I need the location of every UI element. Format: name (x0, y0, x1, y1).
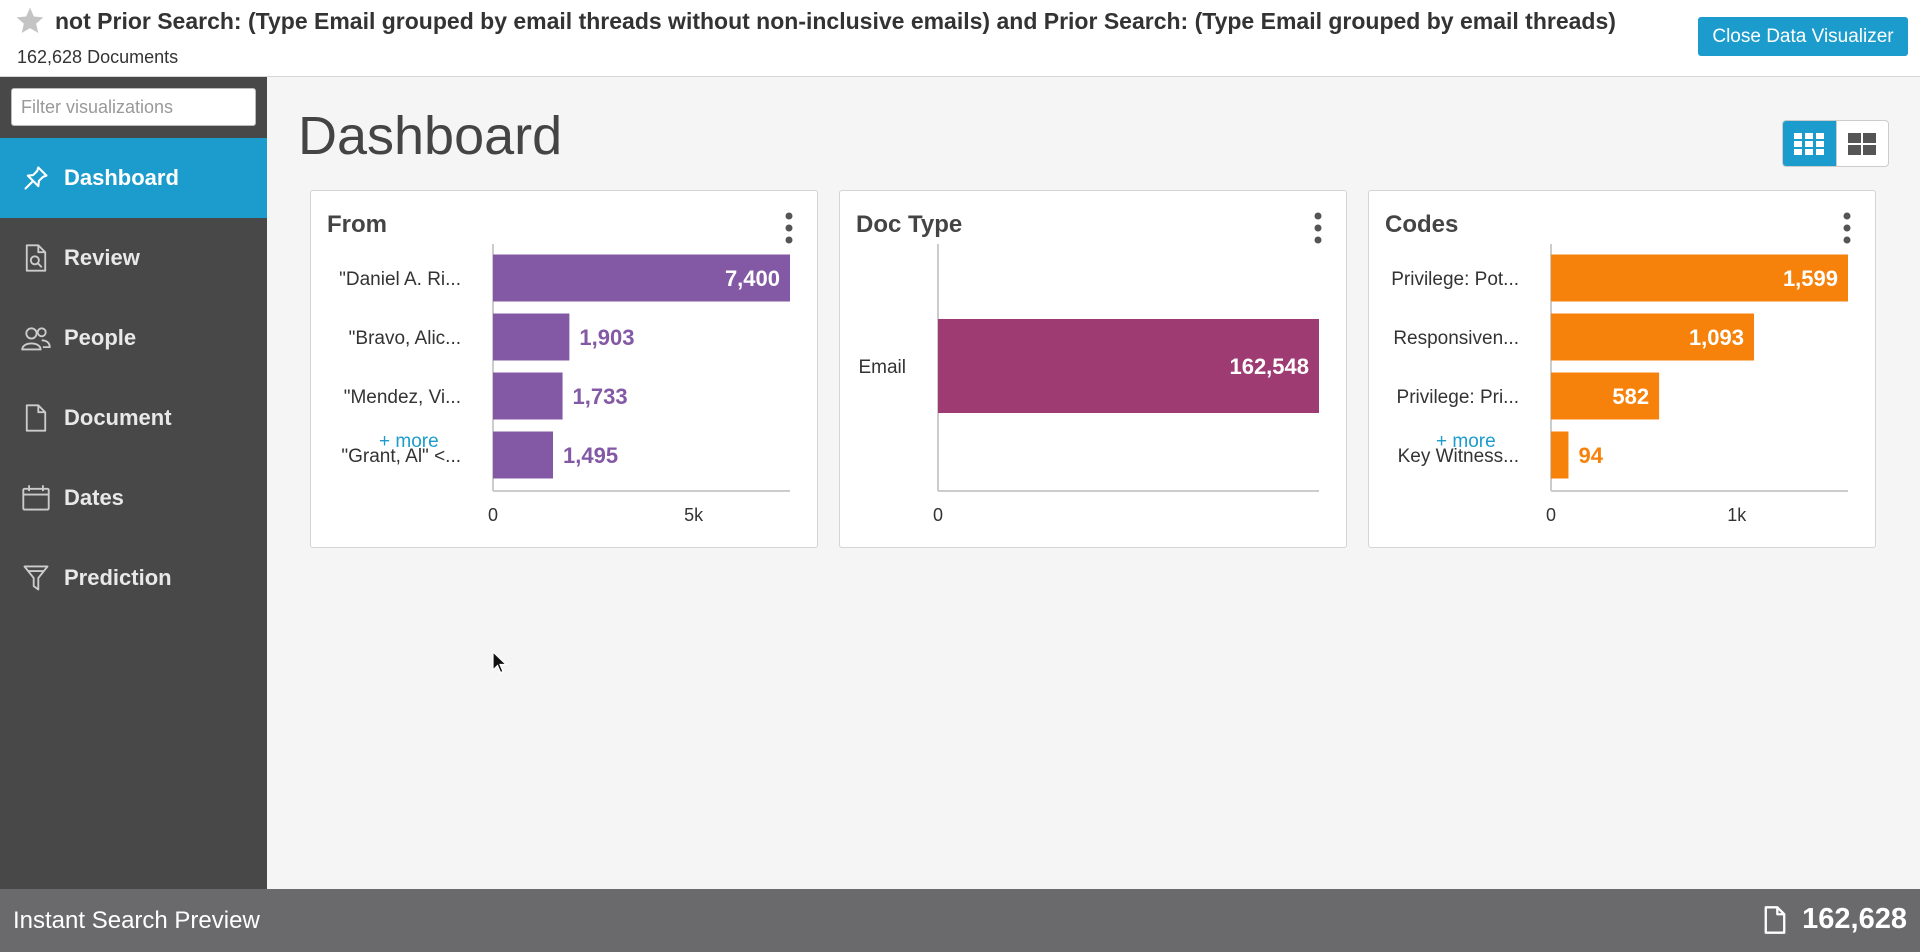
preview-count-value: 162,628 (1802, 903, 1907, 935)
category-label: Key Witness... (1398, 446, 1519, 467)
document-icon (20, 402, 52, 434)
sidebar-nav: Dashboard Review People (0, 138, 267, 618)
from-bar-chart: "Daniel A. Ri... 7,400 "Bravo, Alic... 1,90… (339, 244, 790, 525)
calendar-icon (20, 482, 52, 514)
kebab-menu-icon[interactable] (783, 211, 795, 245)
chart-bar (493, 372, 563, 420)
main-content: Dashboard From "Daniel (267, 77, 1920, 889)
document-icon (1764, 905, 1786, 934)
tick-label: 5k (684, 505, 704, 525)
tile-view-button[interactable] (1835, 121, 1889, 166)
codes-chart-card: Codes Privilege: Pot... 1,599 Responsiven.… (1368, 190, 1876, 548)
top-header: not Prior Search: (Type Email grouped by… (0, 0, 1920, 77)
category-label: "Mendez, Vi... (344, 387, 461, 408)
tile-view-icon (1848, 132, 1877, 155)
chart-bar (493, 313, 570, 361)
sidebar-item-label: Dates (64, 485, 124, 510)
sidebar-item-label: People (64, 325, 137, 350)
doc-type-chart-card: Doc Type Email 162,548 0 (839, 190, 1347, 548)
sidebar-item-document[interactable]: Document (0, 378, 267, 458)
data-label: 94 (1578, 443, 1603, 468)
chart-title: Codes (1385, 211, 1459, 238)
data-label: 7,400 (725, 266, 780, 291)
sidebar-item-label: Dashboard (64, 165, 179, 190)
codes-bar-chart: Privilege: Pot... 1,599 Responsiven... 1,09… (1391, 244, 1848, 525)
data-label: 1,903 (579, 325, 634, 350)
mouse-cursor-icon (492, 651, 508, 674)
people-icon (20, 322, 52, 354)
more-link[interactable]: + more (379, 431, 439, 452)
sidebar-item-label: Review (64, 245, 140, 270)
from-chart-card: From "Daniel A. Ri... 7,400 "Bravo, Alic..… (310, 190, 818, 548)
page-title: Dashboard (298, 106, 563, 166)
chart-bar (1551, 372, 1660, 420)
tick-label: 1k (1727, 505, 1747, 525)
doc-type-bar-chart: Email 162,548 0 (858, 244, 1319, 525)
category-label: Privilege: Pot... (1391, 269, 1519, 290)
filter-visualizations-input[interactable] (11, 88, 256, 126)
category-label: "Daniel A. Ri... (339, 269, 461, 290)
document-count: 162,628 Documents (17, 47, 179, 67)
search-title: not Prior Search: (Type Email grouped by… (55, 8, 1616, 34)
star-icon[interactable] (14, 5, 46, 37)
document-search-icon (20, 242, 52, 274)
data-label: 162,548 (1229, 354, 1309, 379)
category-label: Responsiven... (1393, 328, 1519, 349)
category-label: Email (858, 357, 906, 378)
tick-label: 0 (933, 505, 943, 525)
instant-search-preview-bar[interactable]: Instant Search Preview 162,628 (0, 889, 1920, 952)
chart-bar (1551, 254, 1848, 302)
chart-bar (493, 254, 790, 302)
tick-label: 0 (1546, 505, 1556, 525)
sidebar-item-people[interactable]: People (0, 298, 267, 378)
data-label: 1,733 (573, 384, 628, 409)
close-data-visualizer-button[interactable]: Close Data Visualizer (1698, 17, 1908, 56)
chart-bar (1551, 431, 1569, 479)
view-toggle (1782, 120, 1889, 167)
sidebar-item-dashboard[interactable]: Dashboard (0, 138, 267, 218)
data-label: 1,093 (1689, 325, 1744, 350)
preview-count: 162,628 (1762, 903, 1907, 936)
sidebar-item-dates[interactable]: Dates (0, 458, 267, 538)
sidebar-item-label: Prediction (64, 565, 172, 590)
funnel-icon (20, 562, 52, 594)
tick-label: 0 (488, 505, 498, 525)
chart-bar (938, 319, 1319, 413)
sidebar-item-review[interactable]: Review (0, 218, 267, 298)
category-label: "Grant, Al" <... (341, 446, 461, 467)
more-link[interactable]: + more (1436, 431, 1496, 452)
category-label: Privilege: Pri... (1397, 387, 1519, 408)
chart-title: From (327, 211, 387, 238)
pin-icon (20, 162, 52, 194)
kebab-menu-icon[interactable] (1312, 211, 1324, 245)
sidebar-item-label: Document (64, 405, 172, 430)
category-label: "Bravo, Alic... (349, 328, 461, 349)
grid-view-button[interactable] (1783, 121, 1836, 166)
data-label: 1,599 (1783, 266, 1838, 291)
chart-bar (1551, 313, 1755, 361)
preview-label: Instant Search Preview (13, 907, 260, 934)
sidebar-item-prediction[interactable]: Prediction (0, 538, 267, 618)
data-label: 1,495 (563, 443, 618, 468)
grid-view-icon (1794, 132, 1825, 155)
chart-title: Doc Type (856, 211, 963, 238)
kebab-menu-icon[interactable] (1841, 211, 1853, 245)
data-label: 582 (1612, 384, 1649, 409)
chart-bar (493, 431, 554, 479)
sidebar: Dashboard Review People (0, 77, 267, 889)
